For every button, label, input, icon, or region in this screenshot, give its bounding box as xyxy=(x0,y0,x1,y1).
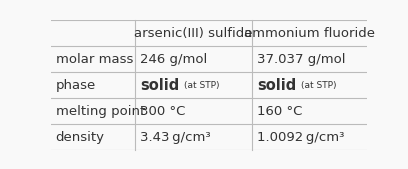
Text: phase: phase xyxy=(56,79,96,92)
Text: 160 °C: 160 °C xyxy=(257,105,303,118)
Text: (at STP): (at STP) xyxy=(301,81,336,90)
Text: 246 g/mol: 246 g/mol xyxy=(140,53,208,66)
Text: 3.43 g/cm³: 3.43 g/cm³ xyxy=(140,131,211,144)
Text: density: density xyxy=(56,131,105,144)
Text: 37.037 g/mol: 37.037 g/mol xyxy=(257,53,346,66)
Text: molar mass: molar mass xyxy=(56,53,133,66)
Text: (at STP): (at STP) xyxy=(184,81,219,90)
Text: solid: solid xyxy=(140,78,180,93)
Text: solid: solid xyxy=(257,78,297,93)
Text: arsenic(III) sulfide: arsenic(III) sulfide xyxy=(134,27,253,40)
Text: 300 °C: 300 °C xyxy=(140,105,186,118)
Text: ammonium fluoride: ammonium fluoride xyxy=(244,27,375,40)
Text: melting point: melting point xyxy=(56,105,145,118)
Text: 1.0092 g/cm³: 1.0092 g/cm³ xyxy=(257,131,345,144)
